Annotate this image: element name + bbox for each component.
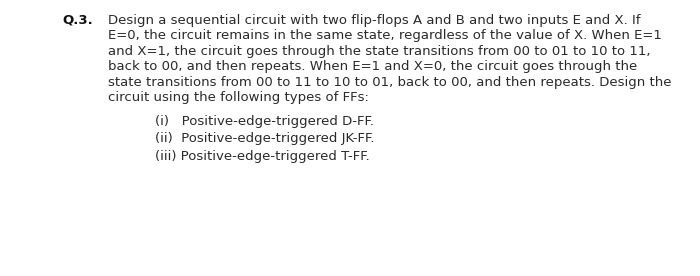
- Text: back to 00, and then repeats. When E=1 and X=0, the circuit goes through the: back to 00, and then repeats. When E=1 a…: [108, 60, 637, 73]
- Text: (iii) Positive-edge-triggered T-FF.: (iii) Positive-edge-triggered T-FF.: [155, 150, 370, 163]
- Text: Design a sequential circuit with two flip-flops A and B and two inputs E and X. : Design a sequential circuit with two fli…: [108, 14, 640, 27]
- Text: state transitions from 00 to 11 to 10 to 01, back to 00, and then repeats. Desig: state transitions from 00 to 11 to 10 to…: [108, 76, 671, 89]
- Text: circuit using the following types of FFs:: circuit using the following types of FFs…: [108, 92, 369, 105]
- Text: and X=1, the circuit goes through the state transitions from 00 to 01 to 10 to 1: and X=1, the circuit goes through the st…: [108, 45, 650, 58]
- Text: Q.3.: Q.3.: [62, 14, 92, 27]
- Text: (ii)  Positive-edge-triggered JK-FF.: (ii) Positive-edge-triggered JK-FF.: [155, 132, 374, 145]
- Text: (i)   Positive-edge-triggered D-FF.: (i) Positive-edge-triggered D-FF.: [155, 115, 374, 128]
- Text: E=0, the circuit remains in the same state, regardless of the value of X. When E: E=0, the circuit remains in the same sta…: [108, 30, 662, 43]
